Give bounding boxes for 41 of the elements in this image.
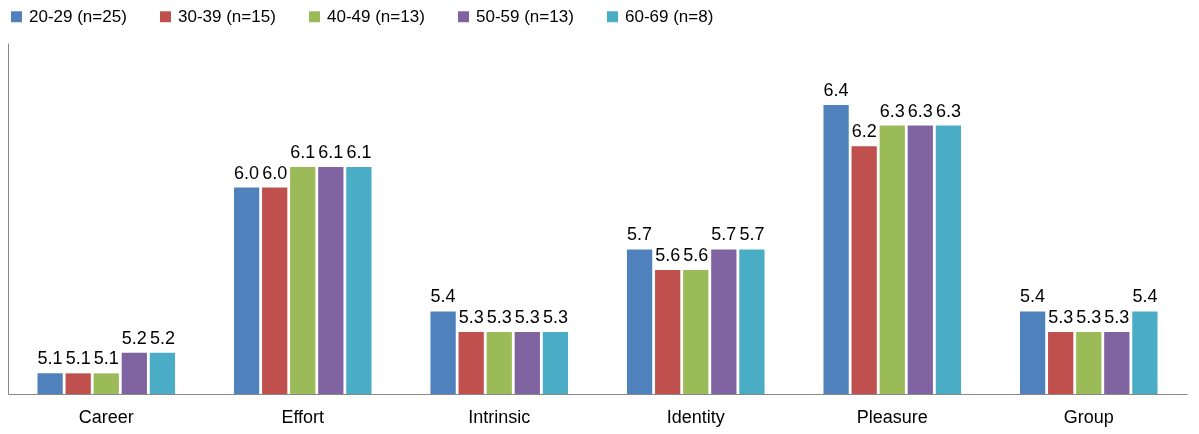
legend-label: 50-59 (n=13) <box>476 6 574 26</box>
data-label: 5.2 <box>149 327 175 348</box>
x-tick-label: Identity <box>666 406 725 427</box>
x-tick-label: Effort <box>281 406 325 427</box>
data-label: 5.3 <box>1104 307 1130 328</box>
data-label: 5.3 <box>1076 307 1102 328</box>
data-label: 5.2 <box>121 327 147 348</box>
data-label: 5.3 <box>542 307 568 328</box>
data-label: 5.3 <box>458 307 484 328</box>
data-label: 5.6 <box>655 245 681 266</box>
data-label: 6.3 <box>879 100 905 121</box>
data-label: 5.7 <box>739 224 765 245</box>
data-label: 5.3 <box>514 307 540 328</box>
data-label: 6.4 <box>823 79 849 100</box>
x-tick-label: Pleasure <box>856 406 928 427</box>
data-label: 5.7 <box>627 224 653 245</box>
data-label: 5.1 <box>93 348 119 369</box>
legend-label: 40-49 (n=13) <box>327 6 425 26</box>
data-label: 5.1 <box>37 348 63 369</box>
data-label: 5.4 <box>430 286 456 307</box>
data-label: 5.1 <box>65 348 91 369</box>
data-label: 6.2 <box>851 121 877 142</box>
legend-label: 20-29 (n=25) <box>29 6 127 26</box>
data-label: 5.4 <box>1020 286 1046 307</box>
data-label: 6.3 <box>907 100 933 121</box>
data-label: 6.1 <box>290 141 316 162</box>
x-tick-label: Career <box>78 406 134 427</box>
legend-label: 60-69 (n=8) <box>625 6 714 26</box>
x-tick-label: Group <box>1063 406 1114 427</box>
data-label: 6.3 <box>935 100 961 121</box>
data-label: 5.3 <box>486 307 512 328</box>
x-tick-label: Intrinsic <box>468 406 531 427</box>
data-label: 5.4 <box>1132 286 1158 307</box>
data-label: 5.3 <box>1048 307 1074 328</box>
data-label: 6.1 <box>346 141 372 162</box>
data-label: 6.1 <box>318 141 344 162</box>
data-label: 6.0 <box>234 162 260 183</box>
data-label: 6.0 <box>262 162 288 183</box>
data-label: 5.7 <box>711 224 737 245</box>
data-label: 5.6 <box>683 245 709 266</box>
legend-label: 30-39 (n=15) <box>178 6 276 26</box>
